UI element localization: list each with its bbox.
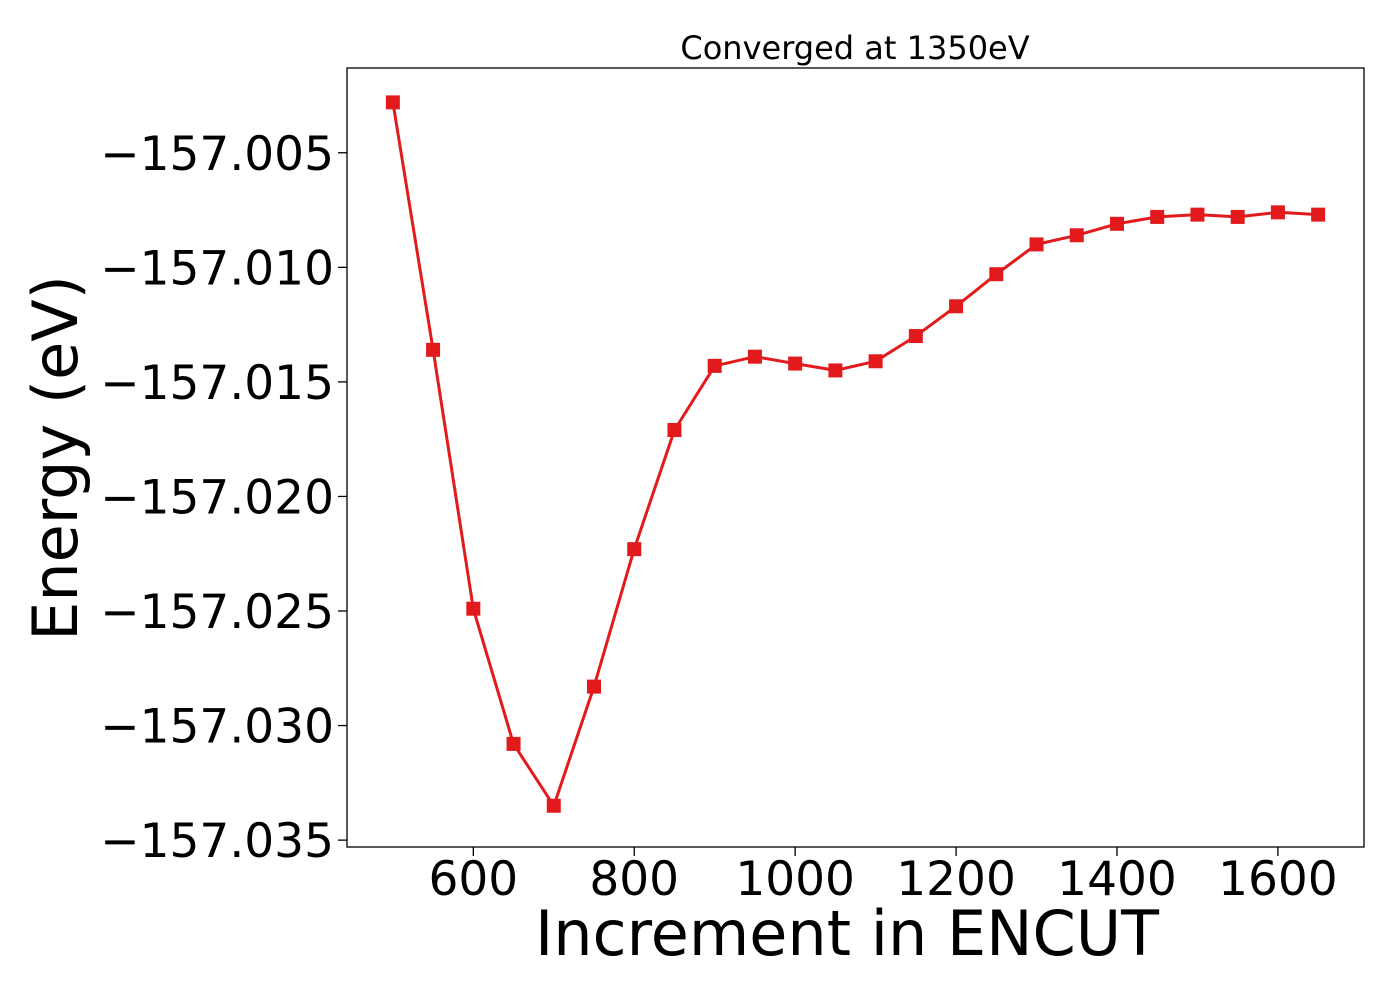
data-point-marker [868, 354, 883, 369]
data-point-marker [989, 267, 1004, 282]
x-axis-label: Increment in ENCUT [535, 897, 1160, 970]
data-point-marker [627, 542, 642, 557]
x-axis: 600 800 1000 1200 1400 1600 [428, 847, 1338, 907]
data-point-marker [908, 329, 923, 344]
data-point-marker [828, 363, 843, 378]
data-point-marker [1029, 237, 1044, 252]
data-point-marker [506, 736, 521, 751]
data-point-marker [1311, 207, 1326, 222]
y-tick-label: −157.020 [100, 470, 334, 525]
data-point-marker [707, 358, 722, 373]
data-point-marker [1230, 209, 1245, 224]
y-tick-label: −157.010 [100, 241, 334, 296]
data-point-marker [1069, 228, 1084, 243]
data-point-marker [587, 679, 602, 694]
data-point-marker [1109, 216, 1124, 231]
data-point-marker [385, 95, 400, 110]
y-tick-label: −157.035 [100, 814, 334, 869]
data-point-marker [1150, 209, 1165, 224]
y-tick-label: −157.025 [100, 585, 334, 640]
plot-area [346, 67, 1365, 848]
y-tick-label: −157.015 [100, 356, 334, 411]
chart-title: Converged at 1350eV [680, 29, 1029, 67]
series-line [391, 102, 1319, 808]
data-point-marker [546, 798, 561, 813]
data-point-marker [1270, 205, 1285, 220]
x-tick-label: 1400 [1057, 852, 1177, 907]
y-axis-label: Energy (eV) [19, 275, 92, 641]
y-axis: −157.005 −157.010 −157.015 −157.020 −157.025… [100, 127, 347, 869]
data-point-marker [466, 601, 481, 616]
data-point-marker [949, 299, 964, 314]
x-tick-label: 600 [428, 852, 518, 907]
x-tick-label: 1200 [896, 852, 1016, 907]
data-point-marker [1190, 207, 1205, 222]
data-point-marker [426, 342, 441, 357]
x-tick-label: 800 [589, 852, 679, 907]
y-tick-label: −157.030 [100, 700, 334, 755]
data-point-marker [667, 423, 682, 438]
y-tick-label: −157.005 [100, 127, 334, 182]
data-point-marker [788, 356, 803, 371]
data-point-marker [747, 349, 762, 364]
series-layer [385, 95, 1326, 813]
x-tick-label: 1600 [1218, 852, 1338, 907]
x-tick-label: 1000 [735, 852, 855, 907]
